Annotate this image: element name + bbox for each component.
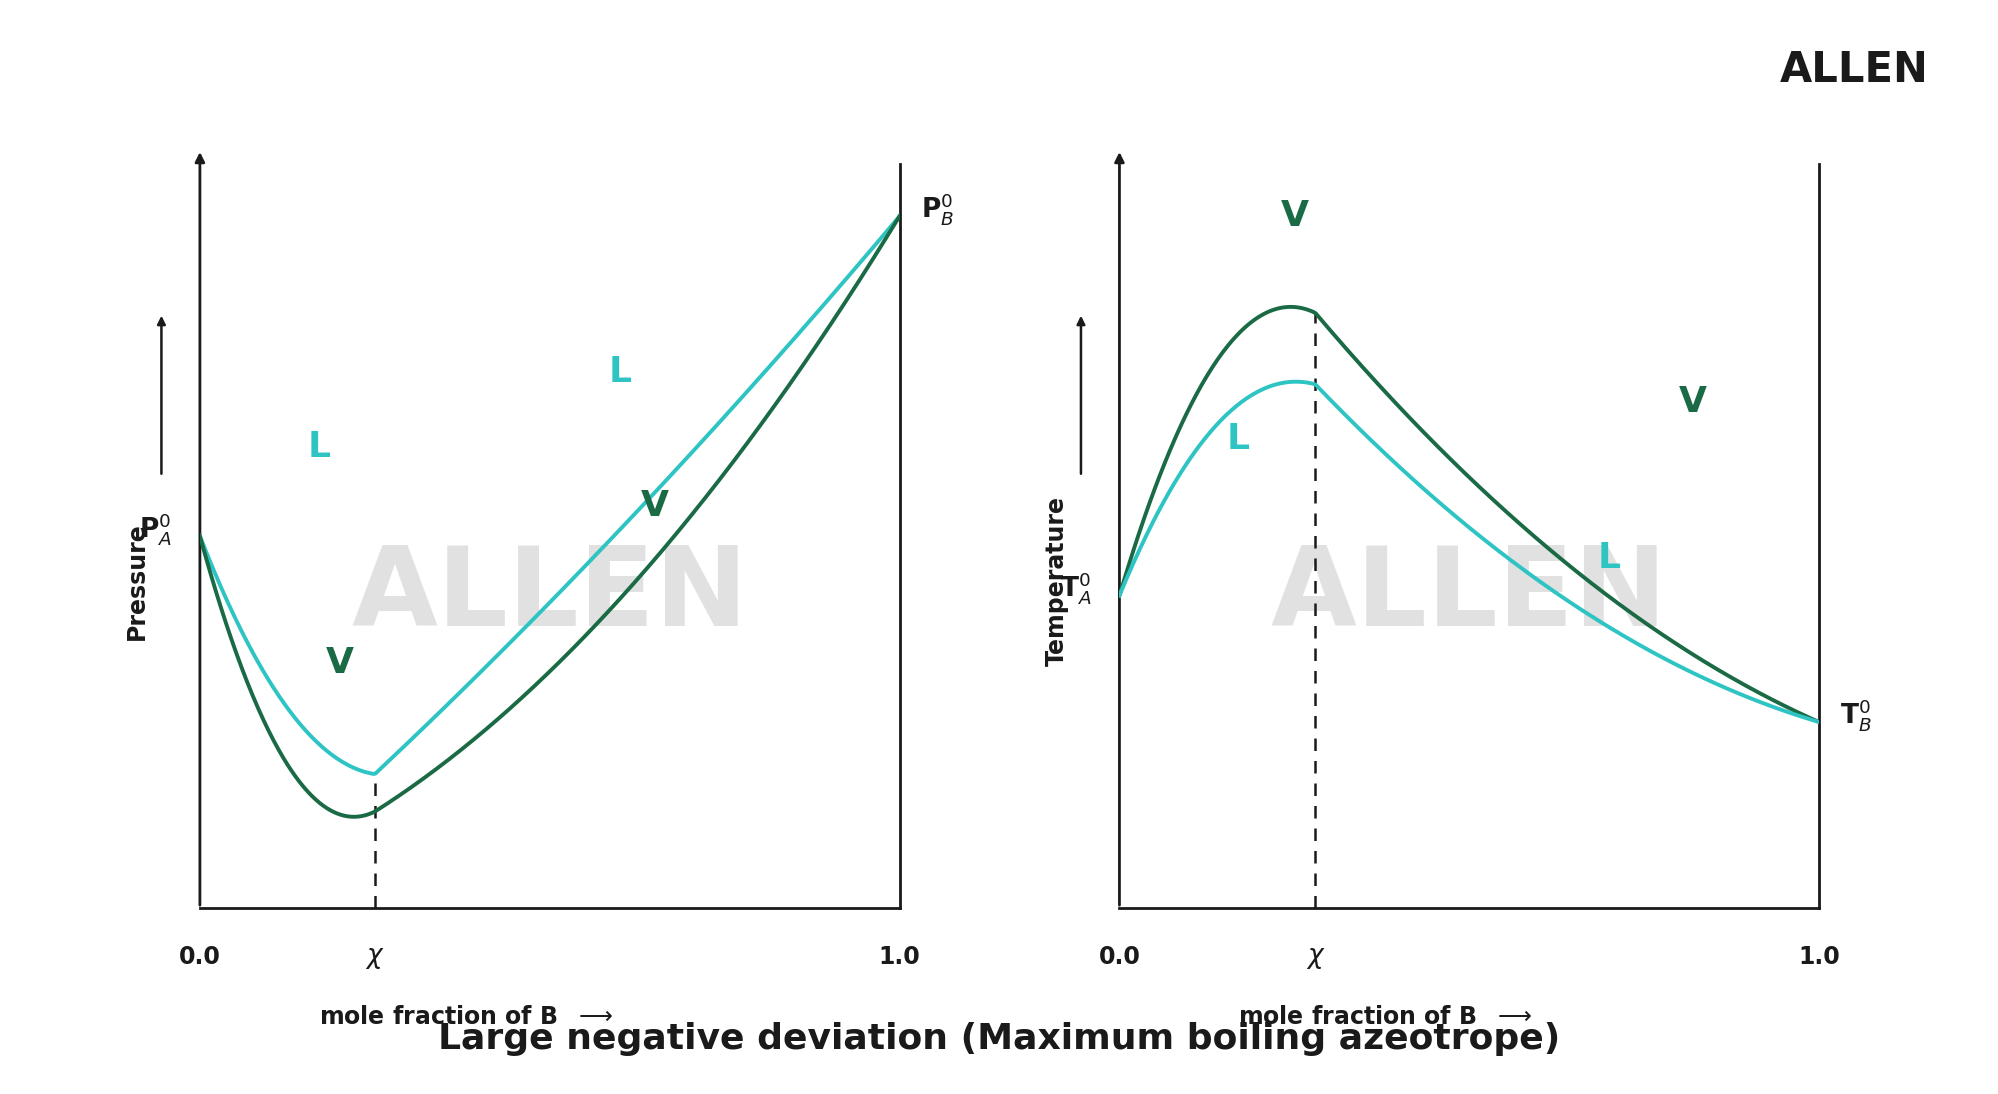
Text: $\mathbf{T}_A^0$: $\mathbf{T}_A^0$ bbox=[1059, 570, 1091, 606]
Text: ALLEN: ALLEN bbox=[1271, 542, 1666, 649]
Text: 1.0: 1.0 bbox=[879, 945, 919, 969]
Text: $\mathbf{P}_A^0$: $\mathbf{P}_A^0$ bbox=[138, 511, 172, 547]
Text: V: V bbox=[1678, 385, 1706, 419]
Text: $\mathbf{P}_B^0$: $\mathbf{P}_B^0$ bbox=[919, 190, 953, 226]
Text: L: L bbox=[607, 356, 631, 389]
Text: ALLEN: ALLEN bbox=[1780, 49, 1928, 91]
Text: 0.0: 0.0 bbox=[180, 945, 220, 969]
Text: L: L bbox=[308, 430, 330, 464]
Text: Temperature: Temperature bbox=[1043, 496, 1069, 665]
Text: $\mathbf{T}_B^0$: $\mathbf{T}_B^0$ bbox=[1840, 697, 1870, 733]
Text: 0.0: 0.0 bbox=[1099, 945, 1139, 969]
Text: ALLEN: ALLEN bbox=[352, 542, 747, 649]
Text: mole fraction of B  $\longrightarrow$: mole fraction of B $\longrightarrow$ bbox=[318, 1004, 613, 1028]
Text: $\chi$: $\chi$ bbox=[366, 945, 384, 971]
Text: Pressure: Pressure bbox=[124, 522, 150, 640]
Text: L: L bbox=[1596, 542, 1620, 575]
Text: V: V bbox=[639, 489, 669, 523]
Text: V: V bbox=[326, 645, 354, 679]
Text: V: V bbox=[1279, 199, 1309, 233]
Text: mole fraction of B  $\longrightarrow$: mole fraction of B $\longrightarrow$ bbox=[1237, 1004, 1532, 1028]
Text: Large negative deviation (Maximum boiling azeotrope): Large negative deviation (Maximum boilin… bbox=[438, 1022, 1560, 1056]
Text: L: L bbox=[1227, 422, 1249, 456]
Text: $\chi$: $\chi$ bbox=[1305, 945, 1325, 971]
Text: 1.0: 1.0 bbox=[1798, 945, 1838, 969]
